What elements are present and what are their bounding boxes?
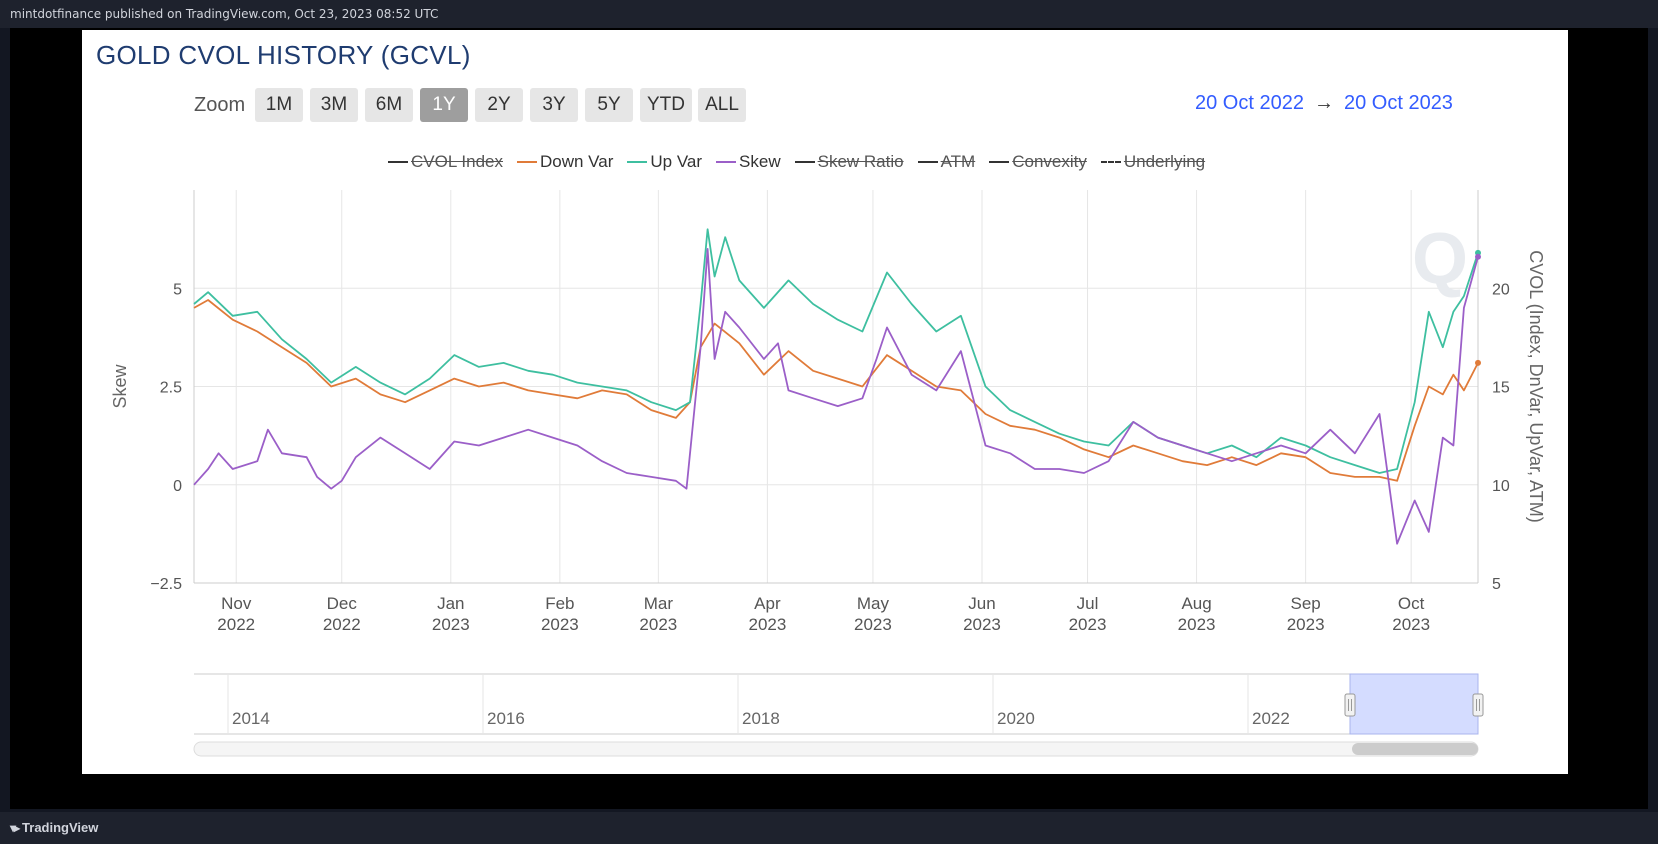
legend-item-atm[interactable]: ATM — [917, 152, 976, 172]
legend-label: Up Var — [650, 152, 703, 171]
legend-swatch — [716, 161, 737, 163]
x-tick-month: Apr — [754, 594, 781, 613]
x-tick-month: Aug — [1181, 594, 1211, 613]
navigator-year-label: 2020 — [997, 709, 1035, 728]
scrollbar-track — [193, 741, 1479, 757]
range-arrow: → — [1313, 92, 1334, 114]
x-tick-year: 2022 — [323, 615, 361, 634]
zoom-button-6m[interactable]: 6M — [365, 88, 413, 122]
navigator-handle[interactable] — [1472, 693, 1484, 717]
zoom-button-1y[interactable]: 1Y — [420, 88, 468, 122]
footer-bar — [0, 812, 1658, 844]
legend-item-convexity[interactable]: Convexity — [989, 152, 1087, 172]
series-end-marker — [1475, 359, 1481, 366]
x-tick-month: Jul — [1077, 594, 1099, 613]
legend-swatch — [794, 161, 815, 163]
x-tick-year: 2022 — [217, 615, 255, 634]
legend-item-up-var[interactable]: Up Var — [627, 152, 702, 172]
published-info: mintdotfinance published on TradingView.… — [10, 7, 439, 21]
x-tick-month: Sep — [1291, 594, 1321, 613]
zoom-button-2y[interactable]: 2Y — [475, 88, 523, 122]
x-tick-month: Jun — [968, 594, 995, 613]
tradingview-label: TradingView — [22, 820, 99, 835]
tradingview-logo-icon: ▾▸ — [10, 820, 20, 835]
y-right-tick-label: 15 — [1492, 380, 1510, 397]
navigator-year-label: 2014 — [232, 709, 270, 728]
x-tick-year: 2023 — [1392, 615, 1430, 634]
zoom-button-5y[interactable]: 5Y — [585, 88, 633, 122]
y-left-tick-label: 5 — [173, 281, 182, 298]
zoom-button-1m[interactable]: 1M — [255, 88, 303, 122]
legend-item-skew-ratio[interactable]: Skew Ratio — [794, 152, 904, 172]
legend-swatch — [388, 161, 408, 163]
chart-legend: CVOL Index Down Var Up Var Skew Skew Ratio AT… — [388, 150, 1205, 174]
navigator-year-label: 2018 — [742, 709, 780, 728]
x-tick-year: 2023 — [1178, 615, 1216, 634]
legend-item-cvol-index[interactable]: CVOL Index — [388, 152, 503, 172]
legend-item-down-var[interactable]: Down Var — [516, 152, 614, 172]
legend-label: Down Var — [539, 152, 614, 171]
legend-label: Convexity — [1012, 152, 1087, 171]
zoom-button-ytd[interactable]: YTD — [640, 88, 692, 122]
navigator-selection[interactable] — [1349, 673, 1479, 735]
x-tick-year: 2023 — [639, 615, 677, 634]
legend-label: Skew — [739, 152, 781, 171]
y-right-tick-label: 10 — [1492, 478, 1510, 495]
x-tick-year: 2023 — [963, 615, 1001, 634]
legend-swatch — [989, 161, 1010, 163]
scrollbar-thumb[interactable] — [1352, 743, 1478, 755]
zoom-button-3m[interactable]: 3M — [310, 88, 358, 122]
y-right-axis-title: CVOL (Index, DnVar, UpVar, ATM) — [1526, 250, 1546, 522]
tradingview-brand[interactable]: ▾▸ TradingView — [10, 820, 98, 835]
series-line-down-var — [193, 299, 1479, 482]
x-tick-month: Nov — [221, 594, 252, 613]
zoom-button-all[interactable]: ALL — [698, 88, 746, 122]
x-tick-year: 2023 — [748, 615, 786, 634]
publish-bar — [0, 0, 1658, 28]
x-tick-year: 2023 — [541, 615, 579, 634]
legend-label: Skew Ratio — [817, 152, 904, 171]
x-tick-month: Feb — [545, 594, 574, 613]
legend-label: Underlying — [1123, 152, 1206, 171]
range-from[interactable]: 20 Oct 2022 — [1195, 92, 1304, 114]
range-to[interactable]: 20 Oct 2023 — [1343, 92, 1453, 114]
legend-swatch — [917, 161, 938, 163]
x-tick-year: 2023 — [1069, 615, 1107, 634]
series-end-marker — [1475, 253, 1481, 260]
legend-swatch — [1100, 161, 1121, 163]
navigator-year-label: 2022 — [1252, 709, 1290, 728]
q-watermark-icon: Q — [1412, 219, 1468, 299]
zoom-button-3y[interactable]: 3Y — [530, 88, 578, 122]
legend-item-underlying[interactable]: Underlying — [1100, 152, 1206, 172]
x-tick-year: 2023 — [432, 615, 470, 634]
legend-swatch — [627, 161, 648, 163]
y-right-tick-label: 5 — [1492, 576, 1501, 593]
legend-label: CVOL Index — [411, 152, 503, 171]
x-tick-month: Jan — [437, 594, 464, 613]
series-line-up-var — [193, 228, 1479, 474]
y-right-tick-label: 20 — [1492, 281, 1510, 298]
y-left-tick-label: −2.5 — [150, 576, 182, 593]
date-range: 20 Oct 2022 → 20 Oct 2023 — [1195, 92, 1453, 115]
series-line-skew — [193, 248, 1479, 545]
x-tick-month: May — [857, 594, 890, 613]
x-tick-year: 2023 — [854, 615, 892, 634]
x-tick-month: Mar — [644, 594, 674, 613]
y-left-axis-title: Skew — [110, 363, 130, 408]
navigator-handle[interactable] — [1344, 693, 1356, 717]
x-tick-year: 2023 — [1287, 615, 1325, 634]
zoom-label: Zoom — [194, 94, 246, 116]
legend-label: ATM — [940, 152, 976, 171]
chart-title: GOLD CVOL HISTORY (GCVL) — [96, 40, 471, 70]
legend-item-skew[interactable]: Skew — [716, 152, 781, 172]
x-tick-month: Dec — [327, 594, 358, 613]
legend-swatch — [516, 161, 537, 163]
y-left-tick-label: 0 — [173, 478, 182, 495]
x-tick-month: Oct — [1398, 594, 1425, 613]
navigator-year-label: 2016 — [487, 709, 525, 728]
y-left-tick-label: 2.5 — [160, 380, 182, 397]
